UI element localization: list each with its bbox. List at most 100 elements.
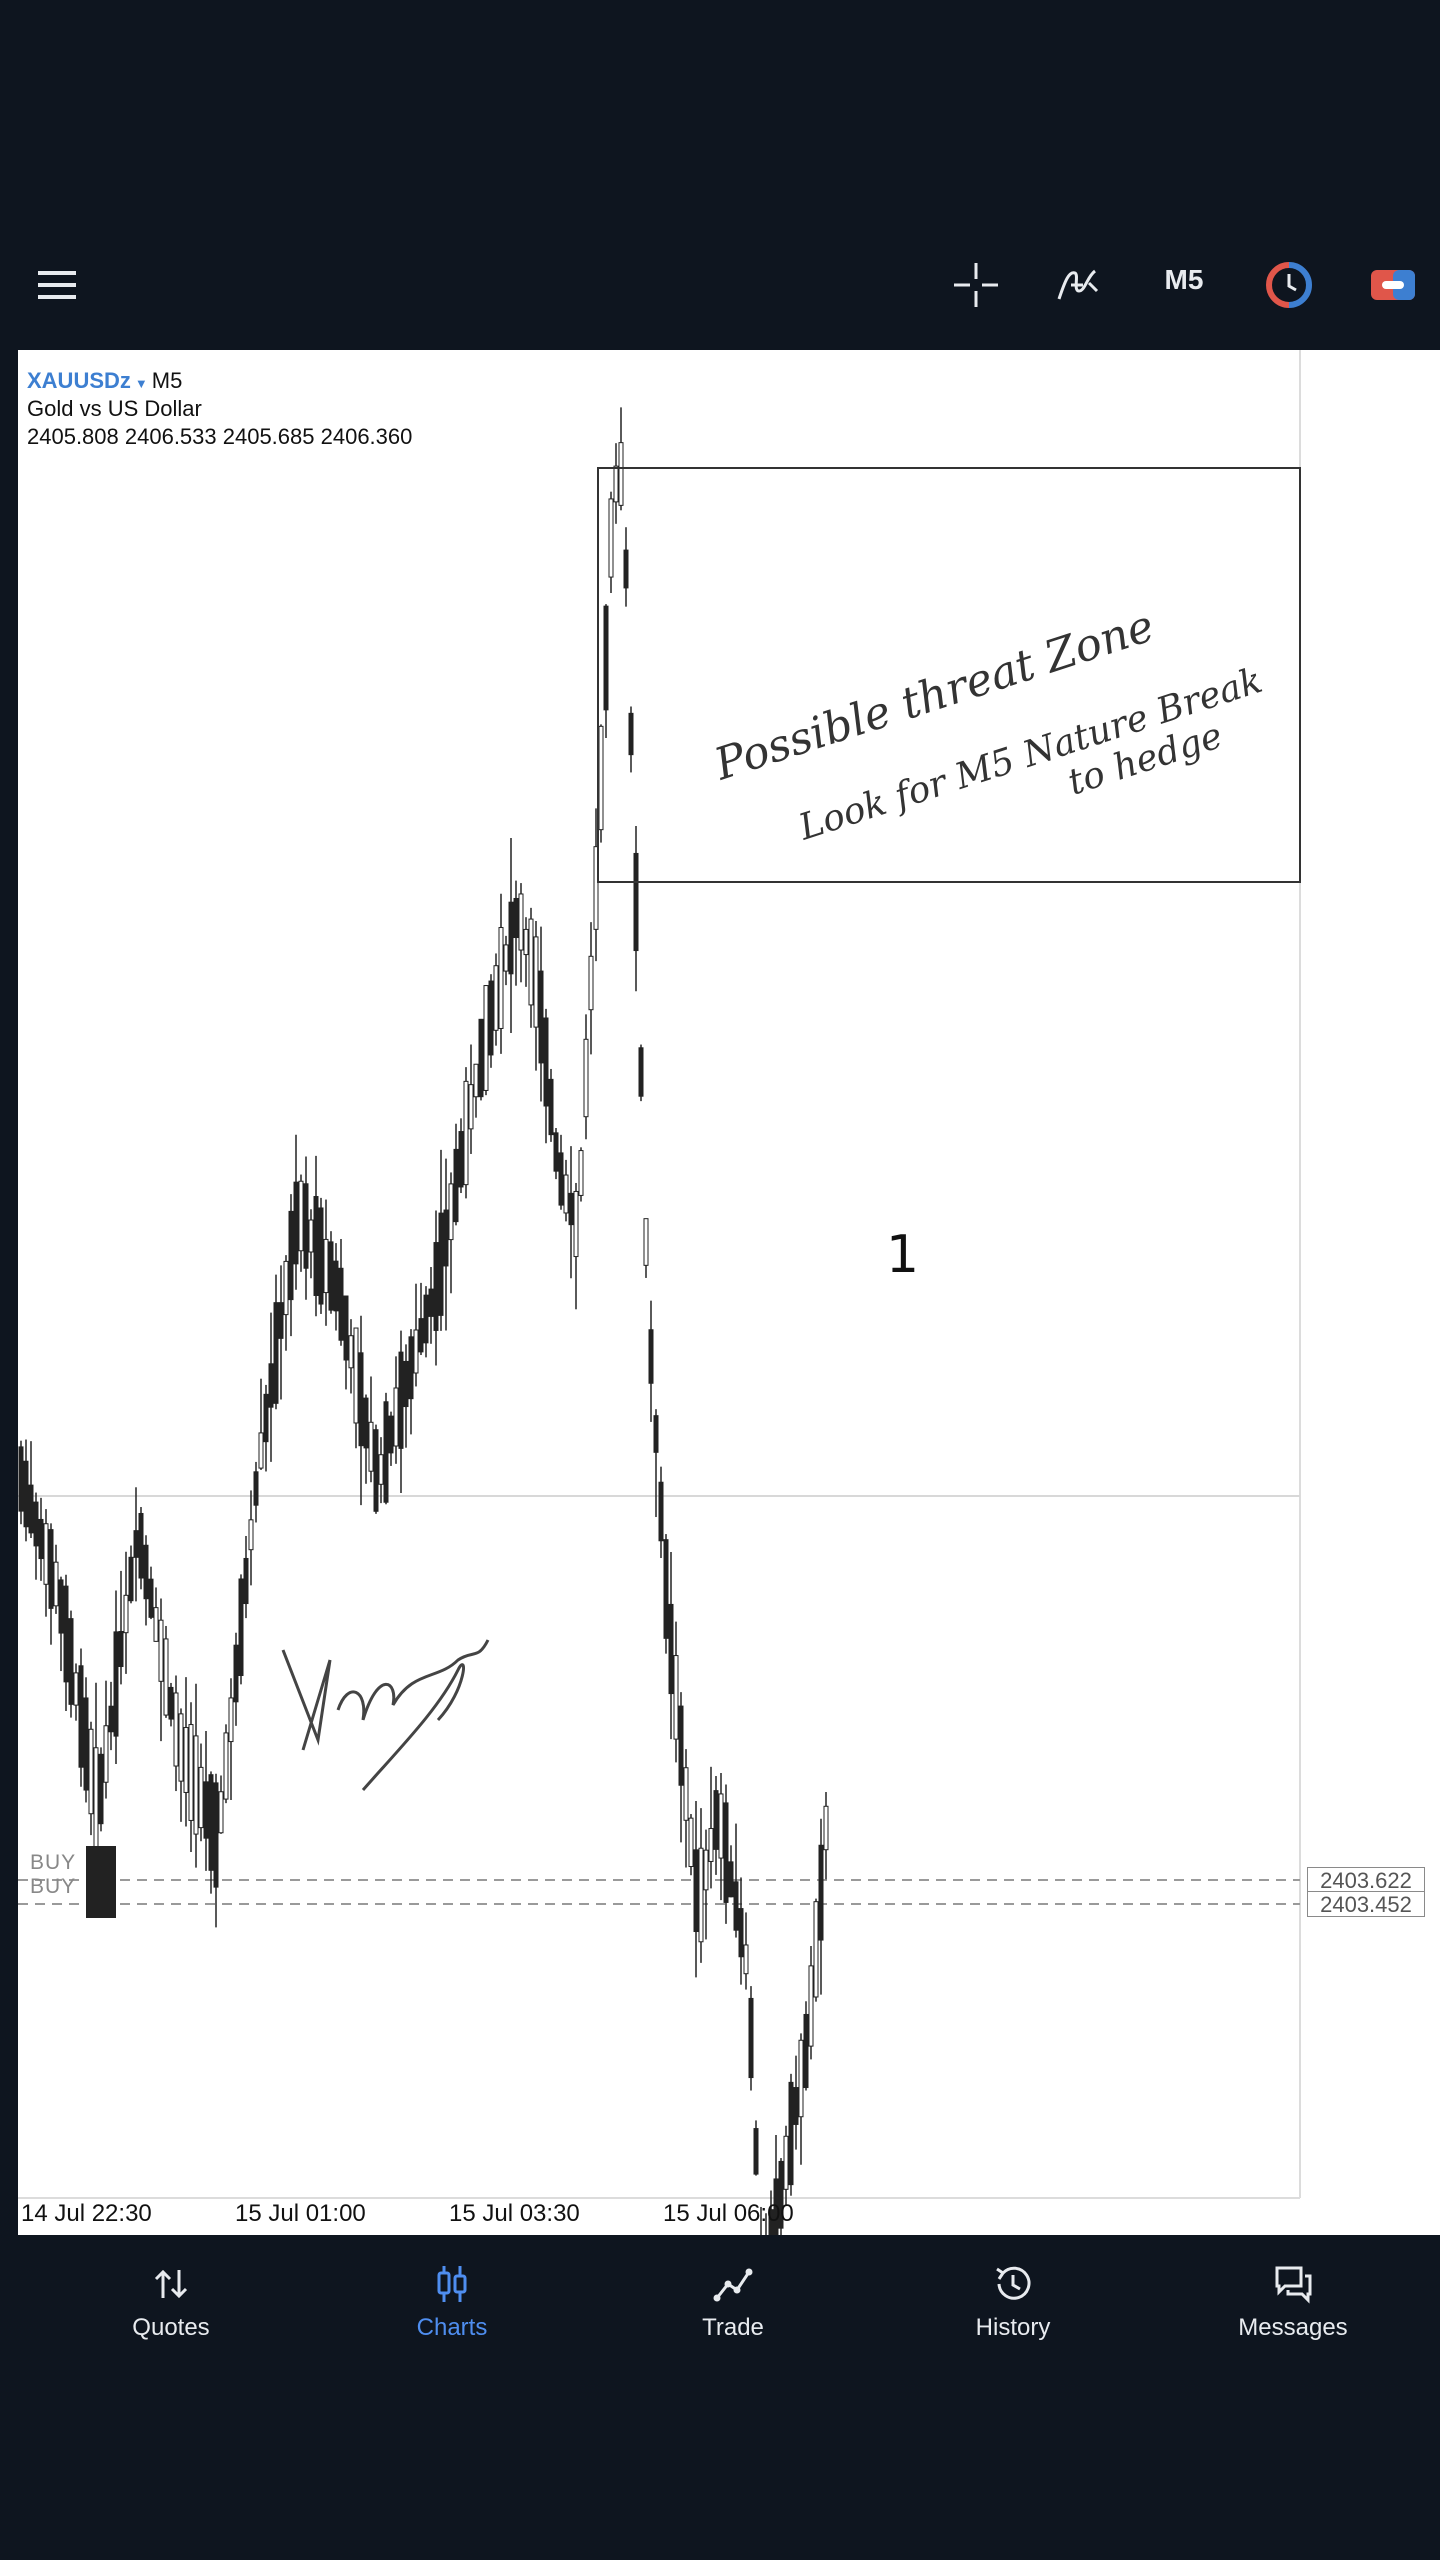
- candle-body: [108, 1705, 114, 1733]
- candle-body: [773, 2178, 779, 2235]
- candle-body: [338, 1267, 344, 1341]
- candle-body: [808, 1965, 814, 2047]
- candle-body: [78, 1665, 84, 1768]
- candle-body: [568, 1192, 574, 1226]
- candle-body: [543, 1017, 549, 1107]
- one-click-trade-icon[interactable]: [1356, 248, 1430, 322]
- candle-body: [413, 1329, 419, 1374]
- nav-messages[interactable]: Messages: [1193, 2264, 1393, 2342]
- candle-body: [798, 2039, 804, 2118]
- candle-body: [383, 1401, 389, 1503]
- candle-body: [113, 1631, 119, 1737]
- candle-body: [708, 1828, 714, 1862]
- candle-body: [438, 1212, 444, 1316]
- candle-body: [813, 1901, 819, 1998]
- clock-objects-icon[interactable]: [1252, 248, 1326, 322]
- candle-body: [313, 1196, 319, 1296]
- candle-body: [793, 2087, 799, 2125]
- candle-body: [268, 1363, 274, 1408]
- candle-body: [23, 1460, 29, 1528]
- candle-body: [668, 1603, 674, 1695]
- trade-line-icon: [713, 2268, 753, 2302]
- candle-body: [823, 1805, 829, 1851]
- price-tag-1: 2403.622: [1307, 1867, 1425, 1893]
- candle-body: [358, 1352, 364, 1447]
- candle-body: [488, 980, 494, 1056]
- candle-body: [223, 1732, 229, 1800]
- x-tick-label: 14 Jul 22:30: [21, 2200, 152, 2227]
- candle-body: [323, 1238, 329, 1294]
- candle-body: [348, 1335, 354, 1369]
- candle-body: [768, 2209, 774, 2235]
- candle-body: [253, 1471, 259, 1506]
- timeframe-button[interactable]: M5: [1164, 264, 1204, 295]
- candle-body: [428, 1288, 434, 1317]
- candle-body: [718, 1793, 724, 1859]
- candle-body: [28, 1484, 34, 1534]
- candle-body: [728, 1861, 734, 1898]
- candle-body: [148, 1578, 154, 1618]
- candle-body: [463, 1080, 469, 1186]
- nav-history[interactable]: History: [913, 2264, 1113, 2342]
- candle-body: [638, 1047, 644, 1097]
- candle-body: [598, 725, 604, 831]
- candle-body: [458, 1131, 464, 1188]
- candle-body: [283, 1260, 289, 1316]
- candle-body: [133, 1530, 139, 1558]
- candle-body: [318, 1207, 324, 1305]
- candle-body: [98, 1753, 104, 1825]
- candle-body: [388, 1415, 394, 1454]
- candle-body: [178, 1713, 184, 1782]
- candle-body: [173, 1692, 179, 1767]
- candle-body: [303, 1183, 309, 1269]
- crosshair-icon[interactable]: [939, 248, 1013, 322]
- candle-body: [538, 970, 544, 1064]
- candle-body: [248, 1519, 254, 1551]
- signature-scribble: [281, 1639, 490, 1791]
- indicator-f-icon[interactable]: [1042, 248, 1116, 322]
- candle-body: [483, 985, 489, 1091]
- candle-body: [678, 1705, 684, 1786]
- candle-body: [123, 1594, 129, 1634]
- candle-body: [393, 1387, 399, 1447]
- candle-body: [288, 1210, 294, 1301]
- candle-body: [378, 1454, 384, 1485]
- nav-trade[interactable]: Trade: [633, 2264, 833, 2342]
- candle-body: [648, 1329, 654, 1384]
- candle-body: [653, 1415, 659, 1453]
- candle-body: [93, 1747, 99, 1851]
- x-tick-label: 15 Jul 03:30: [449, 2200, 580, 2227]
- chart-area[interactable]: Possible threat Zone Look for M5 Nature …: [18, 350, 1440, 2235]
- ohlc-values: 2405.808 2406.533 2405.685 2406.360: [27, 424, 413, 449]
- candlestick-plot: Possible threat Zone Look for M5 Nature …: [18, 350, 1301, 2235]
- candle-body: [468, 1084, 474, 1130]
- candle-body: [778, 2160, 784, 2229]
- candle-body: [408, 1336, 414, 1400]
- chat-bubbles-icon: [1275, 2266, 1312, 2304]
- nav-charts[interactable]: Charts: [352, 2264, 552, 2342]
- symbol-name[interactable]: XAUUSDz: [27, 368, 131, 393]
- nav-quotes[interactable]: Quotes: [71, 2264, 271, 2342]
- symbol-description: Gold vs US Dollar: [27, 396, 202, 421]
- candle-body: [523, 928, 529, 956]
- candle-body: [398, 1351, 404, 1449]
- chart-toolbar: M5: [0, 226, 1440, 344]
- hamburger-menu-icon[interactable]: [22, 248, 96, 322]
- symbol-header[interactable]: XAUUSDz ▼ M5: [27, 368, 182, 394]
- candle-body: [478, 1018, 484, 1098]
- price-tag-2: 2403.452: [1307, 1891, 1425, 1917]
- candle-body: [233, 1644, 239, 1703]
- nav-label: Quotes: [132, 2314, 210, 2341]
- candle-body: [548, 1078, 554, 1136]
- candle-body: [418, 1318, 424, 1353]
- symbol-dropdown-icon[interactable]: ▼: [134, 376, 148, 391]
- candle-body: [788, 2081, 794, 2186]
- history-clock-icon: [996, 2266, 1031, 2300]
- candle-body: [608, 498, 614, 578]
- candle-body: [558, 1152, 564, 1206]
- candle-body: [713, 1790, 719, 1850]
- nav-label: Messages: [1238, 2314, 1348, 2341]
- candle-body: [43, 1523, 49, 1585]
- candle-body: [63, 1585, 69, 1683]
- candle-body: [333, 1260, 339, 1312]
